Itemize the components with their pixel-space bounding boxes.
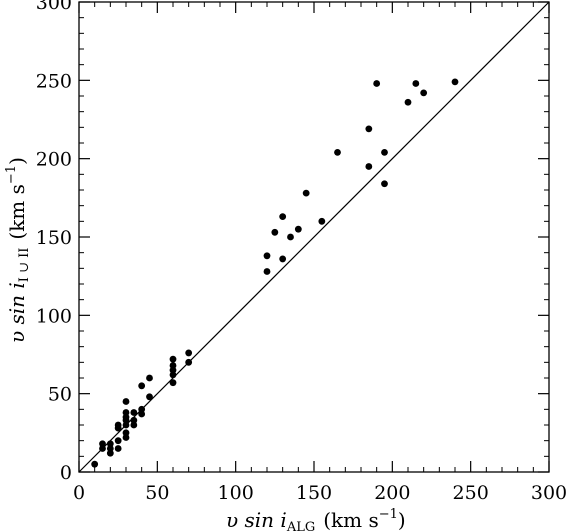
data-points xyxy=(91,78,459,468)
data-point xyxy=(122,398,130,405)
x-tick-label: 100 xyxy=(218,482,254,504)
data-point xyxy=(122,434,130,441)
data-point xyxy=(114,437,122,445)
data-point xyxy=(99,445,106,452)
data-point xyxy=(99,440,106,448)
y-axis-label-exponent: −1 xyxy=(4,165,19,184)
data-point xyxy=(122,409,130,416)
y-tick-label: 200 xyxy=(36,149,72,171)
data-point xyxy=(130,409,138,416)
data-point xyxy=(91,460,99,468)
data-point xyxy=(169,379,177,387)
x-axis-label-close: ) xyxy=(398,508,406,532)
y-tick-label: 250 xyxy=(36,70,72,92)
data-point xyxy=(302,189,310,197)
data-point xyxy=(381,180,388,188)
data-point xyxy=(334,149,341,156)
data-point xyxy=(122,413,130,421)
data-point xyxy=(404,98,412,106)
tick-labels: 0 50 100 150 200 250 300 0 50 100 150 200 250 300 xyxy=(36,0,567,504)
y-tick-label: 150 xyxy=(36,227,72,249)
x-axis-label-main: υ sin i xyxy=(226,508,287,532)
data-point xyxy=(365,163,373,170)
data-point xyxy=(106,445,114,452)
data-point xyxy=(294,225,302,233)
data-point xyxy=(130,421,138,429)
data-point xyxy=(130,416,138,424)
data-point xyxy=(169,362,177,369)
x-tick-label: 50 xyxy=(145,482,169,504)
x-tick-label: 150 xyxy=(296,482,332,504)
y-axis-label-close: ) xyxy=(5,157,29,165)
x-tick-label: 300 xyxy=(531,482,567,504)
data-point xyxy=(122,421,130,429)
x-tick-label: 0 xyxy=(73,482,85,504)
x-axis-label: υ sin iALG (km s−1) xyxy=(226,507,406,532)
data-point xyxy=(106,449,114,457)
data-point xyxy=(169,366,177,374)
y-axis-label-main: υ sin i xyxy=(5,282,29,343)
y-axis-label-subscript: I ∪ II xyxy=(17,248,32,283)
x-axis-label-exponent: −1 xyxy=(379,507,398,522)
data-point xyxy=(138,405,146,413)
y-tick-label: 100 xyxy=(36,305,72,327)
x-axis-label-subscript: ALG xyxy=(286,520,315,532)
data-point xyxy=(279,255,287,263)
x-axis-label-units: (km s xyxy=(323,508,379,532)
data-point xyxy=(263,268,271,275)
y-tick-label: 50 xyxy=(48,384,72,406)
data-point xyxy=(169,355,177,363)
data-point xyxy=(420,89,428,97)
x-tick-label: 250 xyxy=(453,482,489,504)
data-point xyxy=(138,410,146,418)
data-point xyxy=(287,233,294,241)
data-point xyxy=(373,80,381,87)
data-point xyxy=(451,78,459,86)
y-axis-label-units: (km s xyxy=(5,184,29,240)
y-tick-label: 0 xyxy=(60,462,72,484)
data-point xyxy=(412,80,420,87)
x-tick-label: 200 xyxy=(374,482,410,504)
data-point xyxy=(146,374,153,382)
data-point xyxy=(271,228,279,236)
data-point xyxy=(138,382,146,390)
data-point xyxy=(185,358,193,366)
data-point xyxy=(114,421,122,429)
data-point xyxy=(106,440,114,448)
data-point xyxy=(381,149,388,156)
y-axis-label: υ sin iI ∪ II (km s−1) xyxy=(4,157,32,343)
minor-ticks xyxy=(79,2,549,472)
y-tick-label: 300 xyxy=(36,0,72,14)
data-point xyxy=(114,445,122,452)
data-point xyxy=(318,217,326,225)
data-point xyxy=(146,393,153,401)
data-point xyxy=(185,349,193,357)
data-point xyxy=(122,429,130,437)
data-point xyxy=(169,371,177,379)
data-point xyxy=(365,125,373,133)
data-point xyxy=(279,213,287,221)
one-to-one-line xyxy=(78,1,550,473)
major-ticks xyxy=(78,1,550,473)
data-point xyxy=(263,252,271,260)
